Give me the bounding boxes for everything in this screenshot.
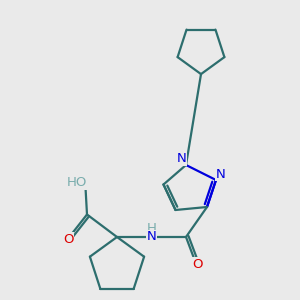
Text: H: H bbox=[147, 222, 156, 236]
Text: N: N bbox=[147, 230, 156, 244]
Text: N: N bbox=[177, 152, 186, 166]
Text: O: O bbox=[192, 258, 203, 271]
Text: O: O bbox=[63, 232, 73, 246]
Text: N: N bbox=[216, 167, 225, 181]
Text: HO: HO bbox=[66, 176, 87, 190]
